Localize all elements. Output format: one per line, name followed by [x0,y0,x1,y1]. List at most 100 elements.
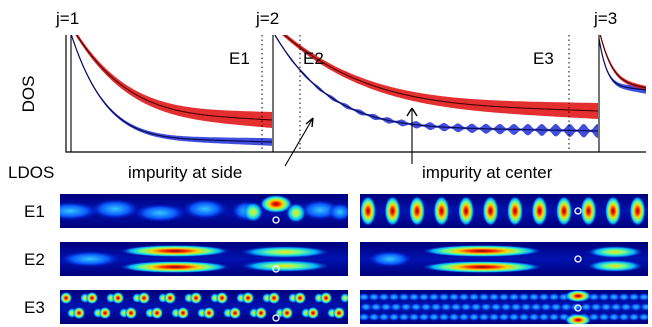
annotation-impurity-side: impurity at side [128,163,242,182]
r3-blob-20 [418,313,430,321]
dos-side-band-1 [71,35,272,146]
r3-blob-43 [500,303,512,311]
l3-blob-4 [86,292,98,304]
r3-blob-19 [420,303,432,311]
r1-blob-4 [458,196,474,226]
r3-blob-37 [480,303,492,311]
l3-blob-22 [203,307,215,319]
dos-center-curve-2 [283,35,598,112]
r1-blob-7 [531,196,548,226]
arrow-impurity-side [284,117,314,167]
r3-blob-75 [608,293,620,301]
row-label-e3: E3 [24,298,45,317]
r3-blob-4 [370,303,382,311]
r3-blob-81 [628,293,640,301]
r3-blob-25 [440,303,452,311]
r3-blob-11 [388,313,400,321]
arrow-impurity-side-head [305,117,314,128]
r1-blob-6 [507,196,523,226]
ldos-e3-center [360,290,652,324]
r3-blob-80 [618,313,630,321]
r3-blob-9 [388,293,400,301]
r3-blob-78 [618,293,630,301]
ldos-e3-side [60,290,348,324]
l3-blob-12 [138,292,150,304]
r3-blob-50 [518,313,530,321]
l3-blob-38 [307,307,319,319]
impurity-marker-e3-side [272,314,280,322]
l3-blob-40 [320,292,332,304]
l2-blob-4 [240,260,330,272]
l2-blob-0 [120,245,230,257]
ldos-e1-side [60,194,348,228]
r3-blob-84 [638,293,648,301]
l3-blob-8 [112,292,124,304]
r3-blob-45 [508,293,520,301]
r3-blob-35 [468,313,480,321]
r3-blob-76 [610,303,622,311]
l1-blob-6 [328,203,348,221]
l3-blob-10 [125,307,137,319]
r3-blob-2 [360,313,370,321]
dos-center-curve-1 [76,35,273,121]
r3-blob-26 [438,313,450,321]
l3-blob-2 [73,307,85,319]
impurity-marker-e2-side [272,265,280,273]
l3-blob-20 [190,292,202,304]
r1-blob-1 [384,196,401,226]
band-label-j3: j=3 [593,9,617,28]
r3-blob-89 [648,313,652,321]
l3-blob-24 [216,292,228,304]
l1-blob-7 [260,195,292,213]
r1-blob-10 [605,196,621,226]
l3-blob-16 [164,292,176,304]
r3-blob-24 [438,293,450,301]
r3-blob-47 [508,313,520,321]
r3-blob-85 [640,303,648,311]
dos-side-curve-3 [598,38,646,91]
l3-blob-34 [281,307,293,319]
l2-blob-1 [120,261,230,273]
r3-blob-58 [550,303,562,311]
dos-center-band-1 [75,35,272,128]
impurity-marker-e2-center [574,255,582,263]
r3-blob-22 [430,303,442,311]
r3-blob-31 [460,303,472,311]
r2-blob-4 [587,260,643,272]
r3-blob-79 [620,303,632,311]
r3-blob-5 [368,313,380,321]
r3-blob-83 [628,313,640,321]
r3-blob-74 [598,313,610,321]
r3-blob-71 [588,313,600,321]
r3-blob-91 [565,314,591,324]
r3-blob-3 [368,293,380,301]
l2-blob-2 [60,251,120,267]
dos-axis-label: DOS [19,76,38,113]
dos-center-band-3 [599,35,646,90]
r3-blob-29 [448,313,460,321]
l2-blob-3 [240,246,330,258]
band-label-j1: j=1 [55,9,79,28]
r3-blob-54 [538,293,550,301]
ldos-e2-side [60,242,348,276]
r3-blob-49 [520,303,532,311]
l1-blob-3 [183,199,227,219]
arrow-impurity-center-head [406,107,418,117]
r1-blob-0 [360,196,376,226]
r3-blob-82 [630,303,642,311]
r3-blob-59 [548,313,560,321]
r3-blob-28 [450,303,462,311]
r3-blob-38 [478,313,490,321]
r3-blob-33 [468,293,480,301]
r3-blob-13 [400,303,412,311]
r3-blob-27 [448,293,460,301]
l1-blob-1 [91,199,139,219]
r3-blob-55 [540,303,552,311]
r1-blob-2 [409,196,425,226]
l3-blob-43 [340,293,348,303]
r3-blob-23 [428,313,440,321]
r3-blob-67 [580,303,592,311]
r3-blob-16 [410,303,422,311]
r3-blob-52 [530,303,542,311]
